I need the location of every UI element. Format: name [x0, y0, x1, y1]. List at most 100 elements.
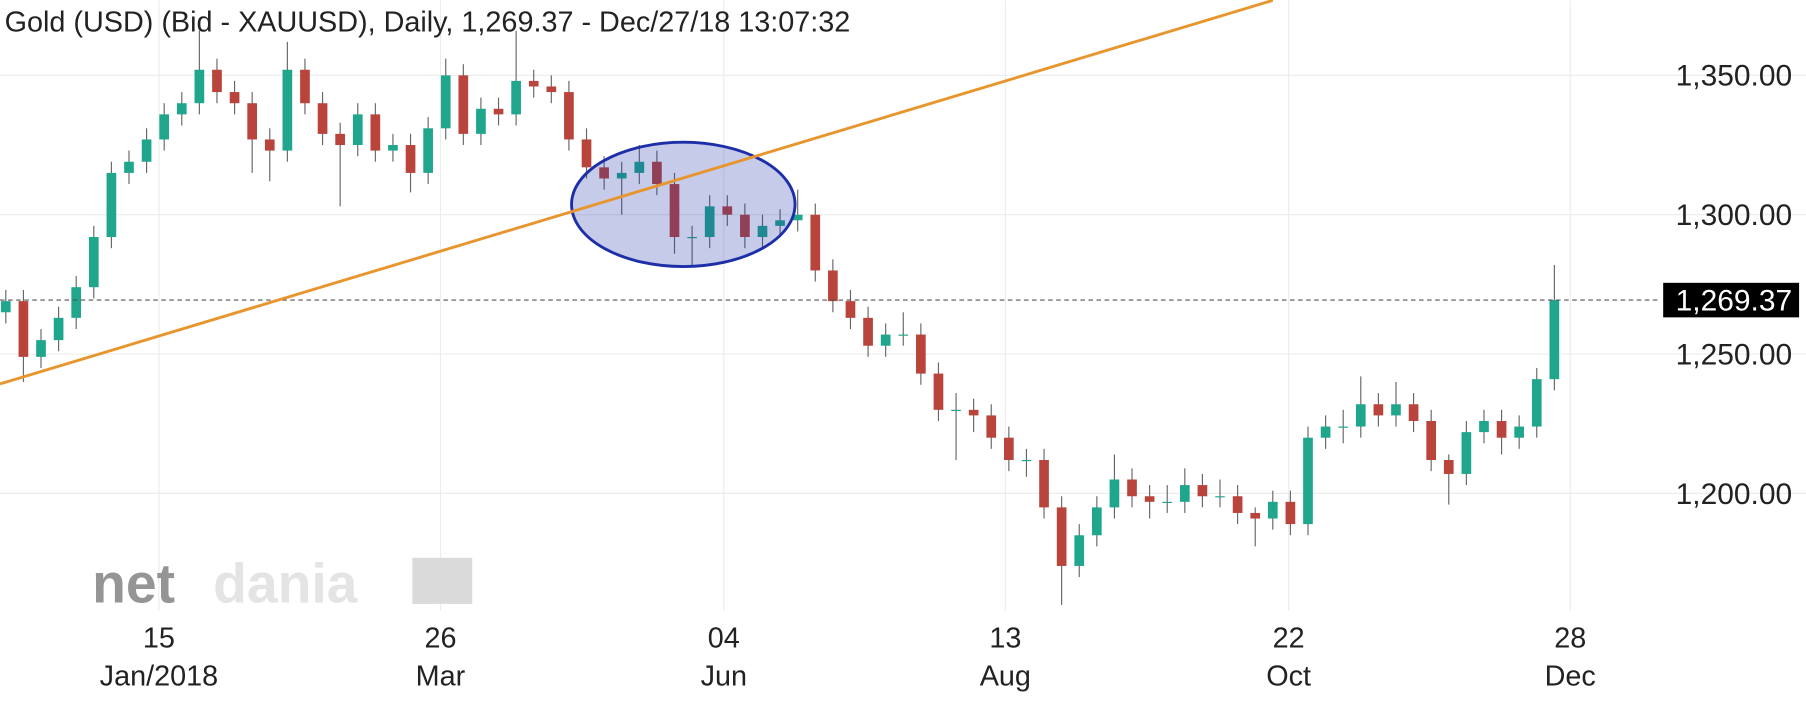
y-tick-label: 1,350.00 [1676, 60, 1793, 93]
candle-body [1479, 420, 1489, 433]
watermark-text: dania [213, 553, 359, 615]
candle-body [1408, 404, 1419, 421]
chart-title: Gold (USD) (Bid - XAUUSD), Daily, 1,269.… [5, 6, 851, 38]
candle-body [916, 334, 926, 374]
candle-body [1162, 501, 1173, 503]
x-tick-month: Jan/2018 [100, 661, 218, 693]
candle-body [1074, 535, 1085, 566]
candle-body [388, 145, 398, 151]
candle-body [933, 373, 944, 410]
candle-body [159, 114, 170, 140]
candle-body [440, 75, 451, 129]
candle-body [511, 80, 521, 115]
candle-body [951, 409, 961, 411]
candle-body [18, 301, 29, 357]
axes: 1,200.00 1,250.00 1,300.00 1,350.00 15 Jan/20… [100, 60, 1792, 693]
candle-body [141, 139, 152, 162]
y-tick-label: 1,300.00 [1676, 199, 1793, 232]
candle-body [106, 172, 117, 238]
grid [0, 0, 1806, 611]
candle-body [828, 270, 838, 302]
candle-body [810, 214, 821, 271]
candle-body [1091, 507, 1102, 536]
candle-body [1461, 432, 1472, 474]
candle-body [1355, 404, 1366, 427]
candle-body [282, 69, 293, 151]
annotations: 1,269.37 [0, 0, 1800, 386]
candles [0, 30, 1560, 605]
candle-body [88, 237, 99, 288]
x-tick-month: Jun [701, 661, 747, 693]
candle-body [1109, 479, 1120, 508]
candle-body [1144, 496, 1155, 502]
candle-body [458, 75, 469, 134]
candle-body [599, 167, 609, 179]
candle-body [1056, 507, 1067, 566]
candle-body [1250, 512, 1261, 519]
candle-body [1215, 496, 1225, 498]
candle-body [669, 184, 680, 238]
candle-body [652, 161, 662, 185]
x-tick-label: 13 [989, 623, 1021, 655]
candle-body [792, 214, 803, 221]
candle-body [528, 80, 539, 87]
candle-body [880, 334, 891, 346]
candle-body [546, 86, 557, 93]
candle-body [1267, 501, 1278, 519]
x-tick-month: Aug [980, 661, 1031, 693]
candle-body [1303, 437, 1313, 525]
candle-body [1531, 379, 1542, 427]
price-tag [1663, 282, 1800, 318]
candle-body [1179, 485, 1190, 502]
candle-body [775, 220, 785, 226]
candle-body [476, 108, 486, 134]
candle-body [740, 214, 750, 238]
candle-body [898, 334, 909, 336]
price-tag-label: 1,269.37 [1676, 284, 1793, 317]
trendline [0, 0, 1274, 386]
candle-body [1127, 479, 1137, 497]
candle-body [634, 161, 645, 173]
candle-body [124, 161, 134, 173]
x-tick-month: Mar [416, 661, 466, 693]
candle-body [845, 301, 856, 318]
candle-body [335, 133, 345, 146]
candle-body [317, 103, 328, 134]
candle-body [581, 139, 592, 168]
x-tick-label: 04 [708, 623, 740, 655]
candle-body [1373, 404, 1384, 416]
candle-body [863, 317, 873, 346]
candle-body [616, 172, 627, 179]
candle-body [53, 317, 64, 341]
x-tick-label: 15 [143, 623, 175, 655]
x-tick-label: 22 [1273, 623, 1305, 655]
candle-body [194, 69, 205, 104]
candle-body [1232, 496, 1243, 513]
candle-body [1004, 437, 1014, 461]
candle-body [212, 69, 222, 93]
candle-body [1197, 485, 1208, 497]
candle-body [722, 206, 733, 215]
candle-body [1039, 460, 1049, 508]
candle-body [229, 92, 240, 104]
watermark: net dania [92, 553, 473, 615]
candle-body [1496, 420, 1507, 438]
candle-body [493, 108, 504, 115]
candle-body [0, 301, 11, 313]
candle-body [352, 114, 363, 146]
candle-body [1021, 460, 1032, 462]
candle-body [405, 145, 416, 173]
watermark-text: net [92, 553, 175, 615]
candle-body [71, 287, 82, 318]
x-tick-label: 26 [424, 623, 456, 655]
y-tick-label: 1,200.00 [1676, 478, 1793, 511]
candle-body [1549, 300, 1560, 380]
candle-body [176, 103, 187, 115]
candle-body [264, 139, 275, 151]
candle-body [687, 237, 697, 239]
candle-body [1426, 420, 1437, 461]
candle-body [1514, 426, 1525, 438]
candle-body [968, 409, 979, 416]
candle-body [1443, 460, 1454, 474]
